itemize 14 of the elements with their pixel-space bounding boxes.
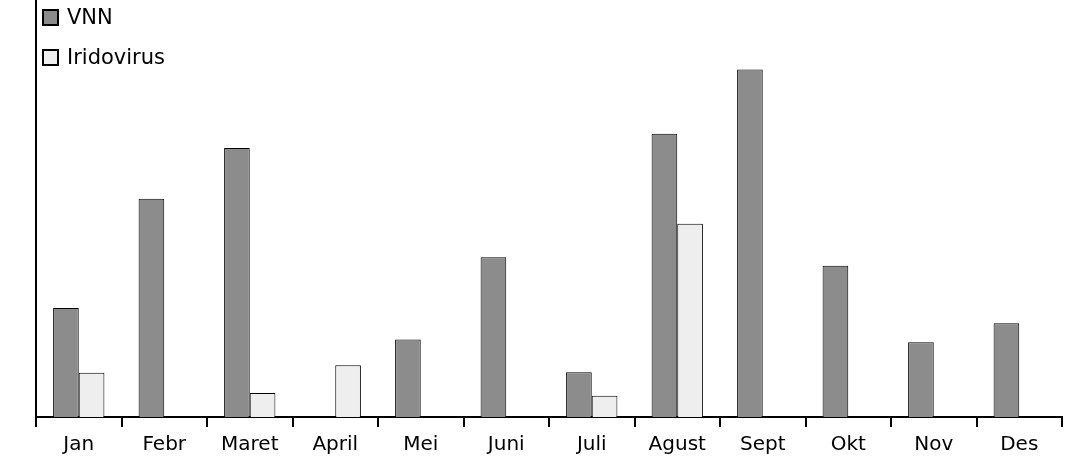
- x-tick-label: Maret: [221, 431, 279, 456]
- x-tick-label: Sept: [739, 431, 786, 456]
- x-tick-label: Jan: [61, 431, 95, 456]
- legend-label: VNN: [67, 5, 113, 29]
- x-tick-label: April: [312, 431, 359, 456]
- x-tick-label: Juli: [574, 431, 607, 456]
- legend-label: Iridovirus: [67, 45, 165, 69]
- x-tick-label: Des: [1000, 431, 1039, 456]
- x-tick-label: Okt: [830, 431, 866, 456]
- x-tick-label: Febr: [142, 431, 187, 456]
- x-tick-label: Juni: [485, 431, 525, 456]
- x-tick-label: Nov: [914, 431, 954, 456]
- x-tick-label: Mei: [403, 431, 439, 456]
- x-tick-label: Agust: [648, 431, 707, 456]
